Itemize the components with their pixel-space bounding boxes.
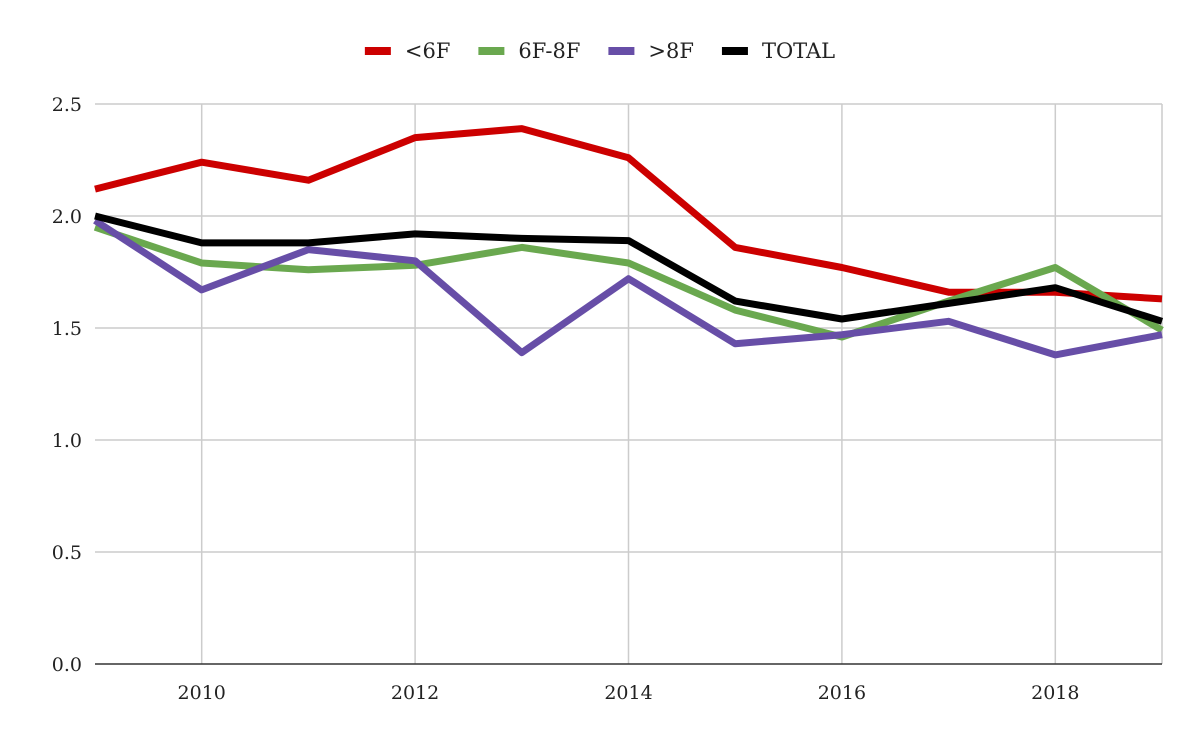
x-tick-label: 2016	[818, 682, 866, 704]
tick-labels: 0.0 0.5 1.0 1.5 2.0 2.5 2010 2012 2014 2016 2018	[52, 94, 1080, 704]
legend-label-total: TOTAL	[762, 39, 835, 63]
legend-swatch-8f	[608, 47, 635, 55]
x-tick-label: 2018	[1031, 682, 1079, 704]
legend: <6F 6F-8F >8F TOTAL	[364, 39, 835, 63]
x-tick-label: 2012	[391, 682, 439, 704]
legend-swatch-6f-8f	[478, 47, 505, 55]
legend-label-6f-8f: 6F-8F	[518, 39, 580, 63]
series-line-6f-8f	[93, 223, 1164, 341]
series-group	[93, 125, 1164, 359]
y-tick-label: 1.0	[52, 430, 82, 452]
x-tick-label: 2014	[604, 682, 652, 704]
x-tick-label: 2010	[178, 682, 226, 704]
grid	[95, 103, 1163, 664]
legend-swatch-total	[721, 47, 748, 55]
legend-label-8f: >8F	[648, 39, 694, 63]
y-tick-label: 2.5	[52, 94, 82, 116]
y-tick-label: 0.0	[52, 654, 82, 676]
y-tick-label: 1.5	[52, 318, 82, 340]
series-line-total	[94, 212, 1164, 325]
legend-swatch-6f	[364, 47, 391, 55]
y-tick-label: 0.5	[52, 542, 82, 564]
series-line-8f	[93, 217, 1163, 359]
y-tick-label: 2.0	[52, 206, 82, 228]
legend-label-6f: <6F	[405, 39, 451, 63]
